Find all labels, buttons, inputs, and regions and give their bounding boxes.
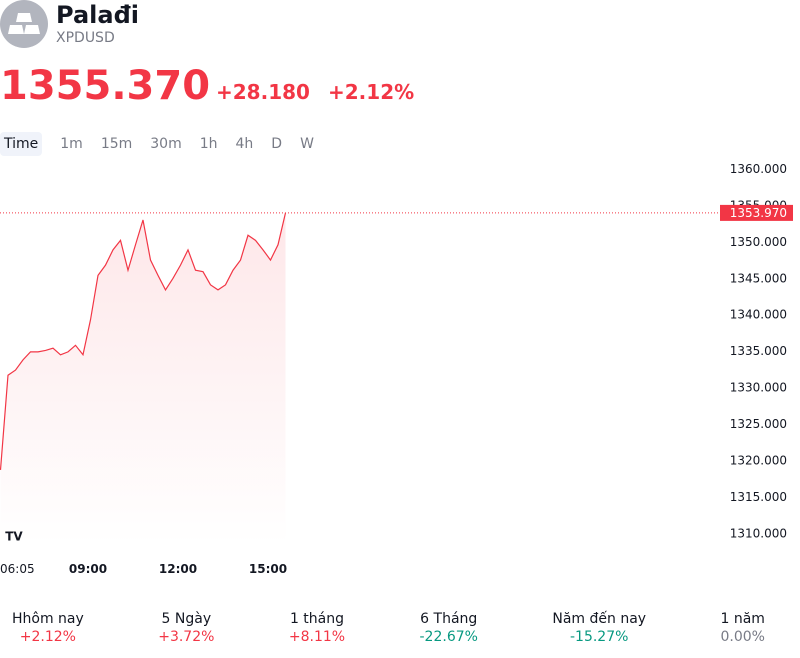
period-label: 6 Tháng xyxy=(420,611,478,627)
tab[interactable]: 4h xyxy=(235,136,254,152)
chart: TV 1310.0001315.0001320.0001325.0001330.… xyxy=(0,162,793,576)
period-value: +3.72% xyxy=(158,629,215,645)
change: +28.180 xyxy=(216,80,310,104)
price-line xyxy=(0,212,287,470)
last-price-box xyxy=(720,204,793,221)
symbol-icon xyxy=(0,0,48,48)
tab[interactable]: 15m xyxy=(100,136,133,152)
period: 1 tháng +8.11% xyxy=(289,610,345,646)
y-tick-label: 1360.000 xyxy=(730,162,787,176)
period-value: 0.00% xyxy=(720,629,765,645)
period-label: 5 Ngày xyxy=(161,611,212,627)
y-tick-label: 1330.000 xyxy=(730,381,787,395)
period-label: Hhôm nay xyxy=(12,611,84,627)
area xyxy=(0,212,286,545)
y-tick-label: 1315.000 xyxy=(730,490,787,504)
y-tick-label: 1320.000 xyxy=(730,453,787,467)
period-value: -15.27% xyxy=(569,629,629,645)
x-tick-label: 09:00 xyxy=(69,562,107,576)
tab[interactable]: 1m xyxy=(60,136,83,152)
icon-bars xyxy=(8,13,40,34)
period: Năm đến nay -15.27% xyxy=(552,610,646,646)
y-tick-label: 1310.000 xyxy=(730,526,787,540)
y-tick-label: 1340.000 xyxy=(730,308,787,322)
tab[interactable]: 1h xyxy=(199,136,218,152)
period: 1 năm 0.00% xyxy=(720,610,764,646)
x-tick-label: 15:00 xyxy=(249,562,287,576)
price: 1355.370 xyxy=(0,63,211,109)
tab[interactable]: Time xyxy=(0,132,43,156)
period-value: -22.67% xyxy=(419,629,478,645)
period-value: +2.12% xyxy=(19,629,76,645)
tab[interactable]: D xyxy=(271,136,283,152)
title: Palađi xyxy=(56,1,139,29)
x-tick-label: 06:05 xyxy=(0,562,35,576)
period: 5 Ngày +3.72% xyxy=(158,610,214,646)
period-label: 1 năm xyxy=(720,611,765,627)
y-tick-label: 1345.000 xyxy=(730,271,787,285)
timeframe-tabs: Time 1m 15m 30m 1h 4h D W xyxy=(0,132,324,156)
y-tick-label: 1325.000 xyxy=(730,417,787,431)
period: Hhôm nay +2.12% xyxy=(12,610,84,646)
last-price-label: 1353.970 xyxy=(730,206,787,220)
period-value: +8.11% xyxy=(288,629,346,645)
period-label: 1 tháng xyxy=(289,611,344,627)
x-tick-label: 12:00 xyxy=(159,562,197,576)
performance: Hhôm nay +2.12% 5 Ngày +3.72% 1 tháng +8.11% 6… xyxy=(0,610,800,646)
period-label: Năm đến nay xyxy=(552,611,647,627)
tab[interactable]: W xyxy=(300,136,314,152)
period: 6 Tháng -22.67% xyxy=(420,610,478,646)
symbol: XPDUSD xyxy=(56,30,115,46)
tab[interactable]: 30m xyxy=(150,136,182,152)
change-percent: +2.12% xyxy=(328,80,415,104)
y-tick-label: 1335.000 xyxy=(730,344,787,358)
y-tick-label: 1350.000 xyxy=(730,235,787,249)
